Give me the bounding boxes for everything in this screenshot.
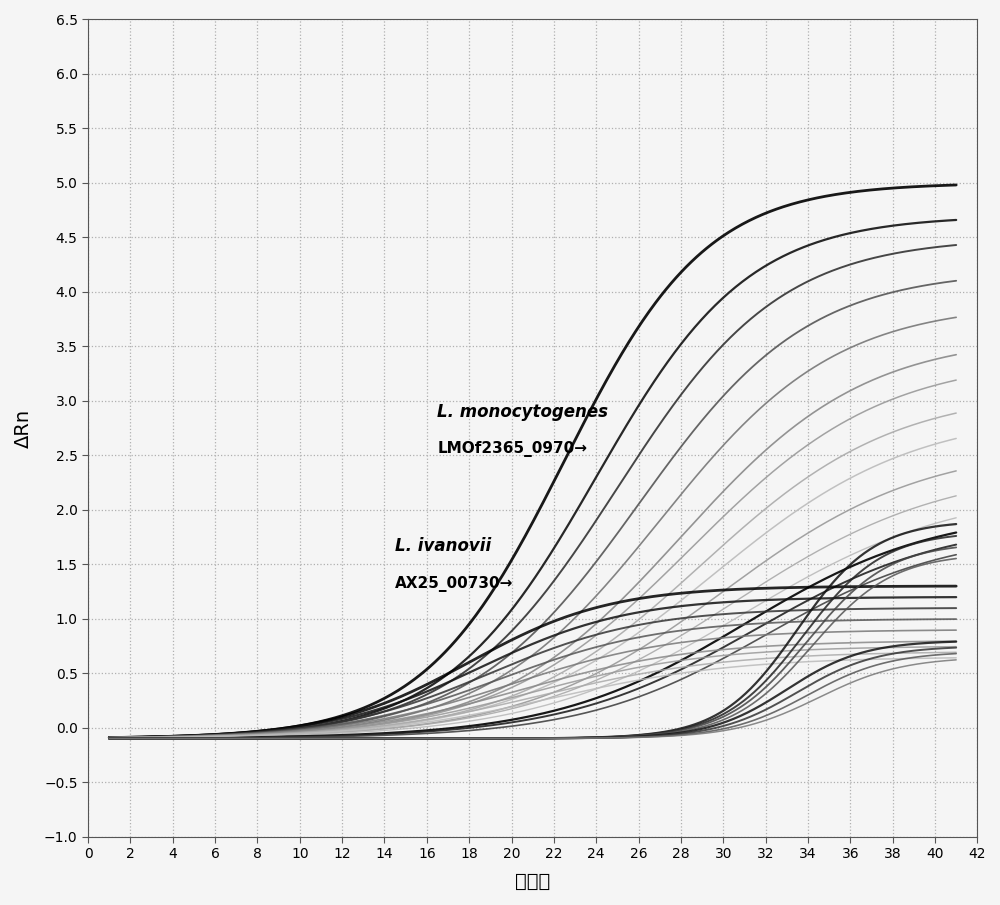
Text: L. monocytogenes: L. monocytogenes	[437, 403, 608, 421]
Text: LMOf2365_0970→: LMOf2365_0970→	[437, 441, 587, 457]
Text: AX25_00730→: AX25_00730→	[395, 576, 513, 592]
Text: L. ivanovii: L. ivanovii	[395, 537, 491, 555]
Y-axis label: ΔRn: ΔRn	[14, 408, 33, 448]
X-axis label: 循环数: 循环数	[515, 872, 550, 891]
